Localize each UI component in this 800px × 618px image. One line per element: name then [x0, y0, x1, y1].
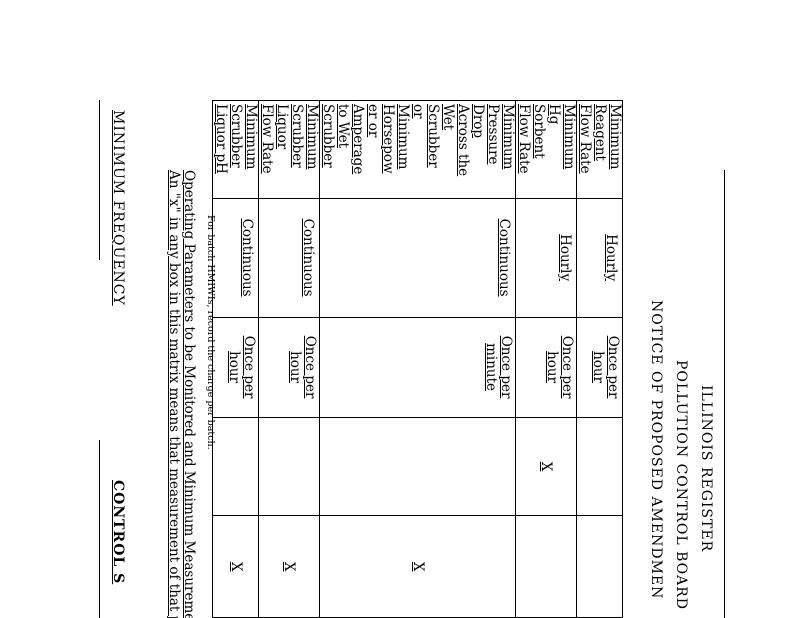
parameters-table: Minimum Reagent Flow Rate Hourly Once per hou…: [212, 100, 623, 618]
frequency-value: Continuous: [300, 218, 316, 297]
recording-line: Once per: [605, 335, 621, 399]
parameter-line: Minimum: [500, 104, 516, 170]
footnote: For batch HMIWIs, record the charge per …: [205, 215, 216, 450]
mark-cell: [319, 417, 516, 516]
x-mark: X: [228, 561, 244, 572]
parameter-line: to Wet: [335, 104, 351, 149]
parameter-line: Drop: [470, 104, 486, 139]
frequency-value: Continuous: [496, 218, 512, 297]
x-mark: X: [410, 561, 426, 572]
table-row: Minimum Reagent Flow Rate Hourly Once per hou…: [576, 100, 623, 618]
recording-cell: Once per hour: [576, 317, 623, 418]
header-rule: [724, 170, 725, 618]
parameter-line: Minimum: [607, 104, 623, 170]
control-heading: CONTROL S: [110, 480, 126, 585]
mark-cell: [576, 515, 623, 618]
recording-line: hour: [590, 351, 606, 384]
recording-line: Once per: [559, 335, 575, 399]
mark-cell: [515, 515, 577, 618]
parameter-line: Flow Rate: [259, 104, 275, 174]
mark-cell: X: [515, 417, 577, 516]
parameter-line: or: [410, 104, 426, 119]
frequency-cell: Continuous: [258, 198, 320, 318]
parameter-line: Pressure: [485, 104, 501, 165]
table-row: Minimum Pressure Drop Across the Wet Scrubber…: [319, 100, 516, 618]
mark-cell: [212, 417, 259, 516]
mark-cell: X: [319, 515, 516, 618]
mark-cell: X: [258, 515, 320, 618]
frequency-value: Continuous: [239, 218, 255, 297]
parameter-line: Minimum: [395, 104, 411, 170]
table-row: Minimum Scrubber Liquor pH Continuous Once p…: [212, 100, 259, 618]
parameter-cell: Minimum Scrubber Liquor Flow Rate: [258, 100, 320, 199]
frequency-cell: Continuous: [319, 198, 516, 318]
bottom-rule-right: [99, 440, 100, 618]
recording-line: minute: [483, 343, 499, 392]
parameter-cell: Minimum Reagent Flow Rate: [576, 100, 623, 199]
paragraph-line-1: Operating Parameters to be Monitored and…: [181, 170, 197, 618]
frequency-value: Hourly: [603, 234, 619, 282]
recording-cell: Once per hour: [515, 317, 577, 418]
parameter-line: Flow Rate: [577, 104, 593, 174]
frequency-cell: Hourly: [576, 198, 623, 318]
parameter-cell: Minimum Pressure Drop Across the Wet Scrubber…: [319, 100, 516, 199]
recording-cell: Once per hour: [258, 317, 320, 418]
bottom-rule-left: [99, 100, 100, 260]
parameter-line: Scrubber: [425, 104, 441, 168]
table-row: Minimum Scrubber Liquor Flow Rate Continuous…: [258, 100, 320, 618]
parameter-line: Minimum: [561, 104, 577, 170]
parameter-line: Minimum: [243, 104, 259, 170]
paragraph-line-2: An "x" in any box in this matrix means t…: [166, 170, 182, 618]
register-title: ILLINOIS REGISTER: [698, 385, 714, 553]
recording-cell: Once per hour: [212, 317, 259, 418]
parameter-line: Horsepow: [380, 104, 396, 174]
notice-title: NOTICE OF PROPOSED AMENDMEN: [648, 300, 664, 600]
parameter-line: Hg: [546, 104, 562, 125]
recording-line: Once per: [302, 335, 318, 399]
parameter-line: er or: [365, 104, 381, 138]
parameter-line: Amperage: [350, 104, 366, 175]
parameter-line: Reagent: [592, 104, 608, 161]
parameter-line: Flow Rate: [516, 104, 532, 174]
mark-cell: [576, 417, 623, 516]
mark-cell: X: [212, 515, 259, 618]
recording-line: hour: [544, 351, 560, 384]
frequency-value: Hourly: [557, 234, 573, 282]
parameter-line: Across the: [455, 104, 471, 177]
frequency-cell: Continuous: [212, 198, 259, 318]
frequency-cell: Hourly: [515, 198, 577, 318]
parameter-cell: Minimum Scrubber Liquor pH: [212, 100, 259, 199]
parameter-line: Minimum: [304, 104, 320, 170]
recording-line: hour: [287, 351, 303, 384]
recording-cell: Once per minute: [319, 317, 516, 418]
parameter-cell: Minimum Hg Sorbent Flow Rate: [515, 100, 577, 199]
recording-line: hour: [226, 351, 242, 384]
parameter-line: Scrubber: [289, 104, 305, 168]
recording-line: Once per: [498, 335, 514, 399]
x-mark: X: [281, 561, 298, 572]
table-row: Minimum Hg Sorbent Flow Rate Hourly Once per h…: [515, 100, 577, 618]
board-title: POLLUTION CONTROL BOARD: [673, 360, 689, 611]
x-mark: X: [538, 461, 555, 472]
parameter-line: Scrubber: [228, 104, 244, 168]
minimum-frequency-heading: MINIMUM FREQUENCY: [110, 110, 126, 306]
mark-cell: [258, 417, 320, 516]
parameter-line: Liquor pH: [213, 104, 229, 174]
parameter-line: Scrubber: [320, 104, 336, 168]
parameter-line: Wet: [440, 104, 456, 131]
parameter-line: Liquor: [274, 104, 290, 150]
recording-line: Once per: [241, 335, 257, 399]
parameter-line: Sorbent: [531, 104, 547, 159]
